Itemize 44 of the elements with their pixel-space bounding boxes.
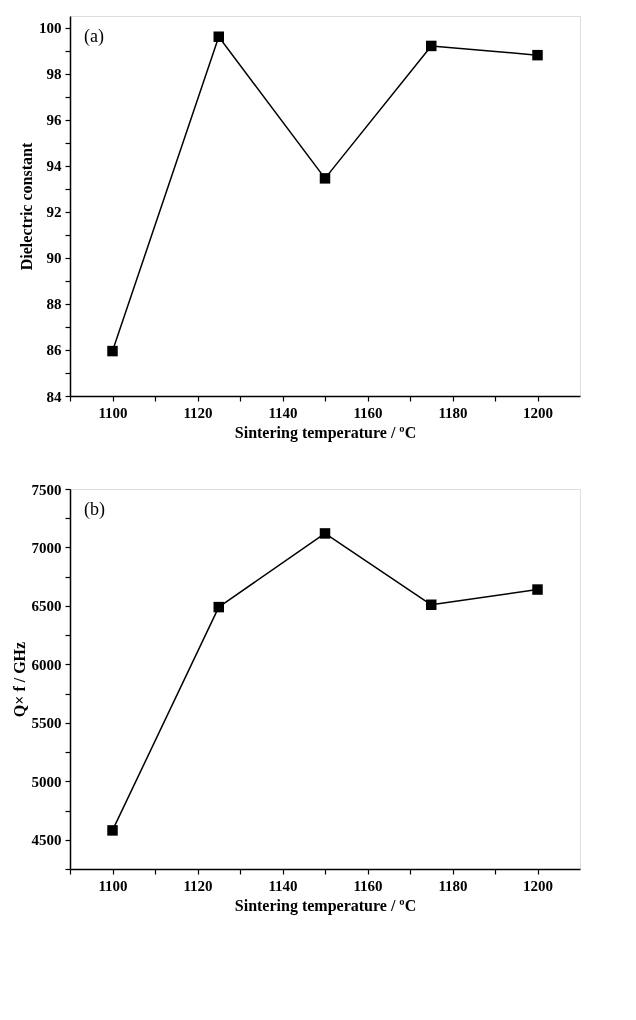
- x-tick-label: 1120: [183, 404, 213, 421]
- y-tick-label: 100: [39, 20, 62, 37]
- x-tick-label: 1180: [438, 404, 468, 421]
- point: [213, 601, 224, 613]
- y-tick-label: 6000: [31, 656, 62, 673]
- y-tick-label: 94: [46, 158, 62, 175]
- point: [426, 599, 437, 610]
- y-tick-label: 92: [46, 204, 62, 221]
- y-tick-label: 90: [46, 250, 62, 267]
- point: [319, 173, 331, 184]
- x-tick-label: 1100: [98, 404, 128, 421]
- y-tick-label: 7000: [31, 539, 62, 556]
- y-tick-label: 88: [46, 296, 62, 313]
- point: [532, 584, 543, 595]
- annotation: (a): [84, 26, 104, 47]
- point: [107, 345, 118, 357]
- x-tick-label: 1200: [523, 877, 553, 894]
- point: [107, 825, 118, 836]
- y-tick-label: 86: [46, 342, 62, 359]
- y-tick-label: 5000: [31, 773, 62, 790]
- point: [426, 40, 437, 52]
- x-axis-title: Sintering temperature / ºC: [234, 896, 417, 915]
- y-axis-title: Q× f / GHz: [10, 641, 28, 718]
- point: [213, 31, 224, 42]
- x-axis-title: Sintering temperature / ºC: [234, 423, 417, 442]
- x-tick-label: 1100: [98, 877, 128, 894]
- y-tick-label: 5500: [31, 715, 62, 732]
- x-tick-label: 1120: [183, 877, 213, 894]
- y-tick-label: 7500: [31, 481, 62, 498]
- y-tick-label: 84: [46, 388, 62, 405]
- y-tick-label: 98: [46, 66, 62, 83]
- x-tick-label: 1200: [523, 404, 553, 421]
- point: [532, 49, 543, 61]
- y-tick-label: 96: [46, 112, 62, 129]
- x-tick-label: 1140: [268, 877, 298, 894]
- x-tick-label: 1160: [353, 404, 383, 421]
- point: [319, 528, 331, 539]
- y-tick-label: 4500: [31, 832, 62, 849]
- y-tick-label: 6500: [31, 598, 62, 615]
- x-tick-label: 1160: [353, 877, 383, 894]
- x-tick-label: 1140: [268, 404, 298, 421]
- annotation: (b): [84, 499, 105, 520]
- x-tick-label: 1180: [438, 877, 468, 894]
- y-axis-title: Dielectric constant: [18, 142, 35, 271]
